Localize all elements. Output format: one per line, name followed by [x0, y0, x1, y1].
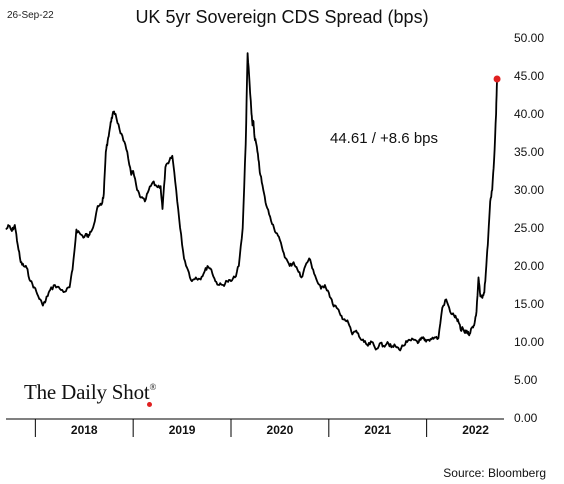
x-axis: 2018 2019 2020 2021 2022: [6, 418, 504, 437]
x-tick-label-2019: 2019: [169, 423, 196, 437]
y-tick-label: 30.00: [514, 183, 544, 197]
y-tick-label: 20.00: [514, 259, 544, 273]
y-axis: 0.00 5.00 10.00 15.00 20.00 25.00 30.00 35.00 40…: [514, 31, 544, 425]
brand-name: The Daily Shot: [24, 380, 150, 404]
y-tick-label: 5.00: [514, 373, 538, 387]
x-tick-label-2018: 2018: [71, 423, 98, 437]
y-tick-label: 50.00: [514, 31, 544, 45]
x-tick-label-2021: 2021: [364, 423, 391, 437]
y-tick-label: 25.00: [514, 221, 544, 235]
y-tick-label: 15.00: [514, 297, 544, 311]
brand-logo: The Daily Shot®: [24, 380, 157, 407]
brand-dot-icon: [147, 402, 152, 407]
chart-annotation: 44.61 / +8.6 bps: [330, 130, 438, 147]
source-label: Source: Bloomberg: [443, 466, 546, 480]
y-tick-label: 10.00: [514, 335, 544, 349]
date-label: 26-Sep-22: [7, 10, 54, 21]
y-tick-label: 0.00: [514, 411, 538, 425]
chart-title: UK 5yr Sovereign CDS Spread (bps): [135, 7, 429, 27]
y-tick-label: 35.00: [514, 145, 544, 159]
x-tick-label-2022: 2022: [462, 423, 489, 437]
series-line: [5, 52, 498, 352]
y-tick-label: 45.00: [514, 69, 544, 83]
brand-registered-mark: ®: [149, 382, 157, 392]
x-tick-label-2020: 2020: [267, 423, 294, 437]
y-tick-label: 40.00: [514, 107, 544, 121]
last-data-point: [493, 75, 501, 83]
